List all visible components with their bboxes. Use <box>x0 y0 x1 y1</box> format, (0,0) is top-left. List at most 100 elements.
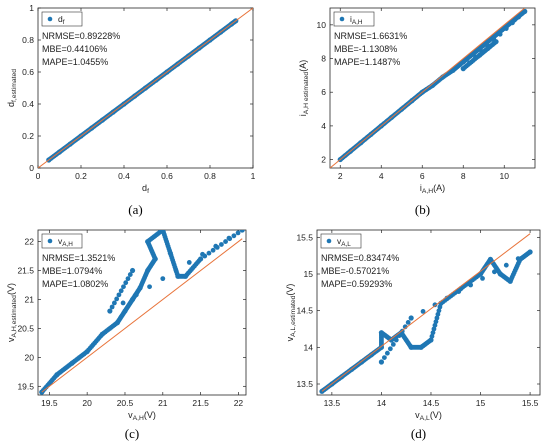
reference-line <box>321 233 531 392</box>
legend-label: vA,L <box>337 236 351 248</box>
data-point-trail <box>226 235 232 241</box>
legend-box <box>41 233 83 249</box>
y-tick-label: 4 <box>321 121 326 131</box>
data-point-trail <box>516 14 521 20</box>
data-point-trail <box>114 296 120 302</box>
stat-text: MBE=1.0794% <box>42 266 102 276</box>
data-point-trail <box>420 309 426 314</box>
x-tick-label: 22 <box>234 398 244 408</box>
y-tick-label: 0.4 <box>22 99 34 109</box>
y-axis-label: df,estimated <box>6 69 18 107</box>
reference-line <box>330 8 526 168</box>
data-point-trail <box>393 337 399 343</box>
chart-a: 0 0.2 0.4 0.6 0.8 1 0 0.2 0.4 0.6 0.8 1 df NRMSE=0.89… <box>6 3 256 217</box>
data-point-trail <box>387 346 393 352</box>
x-tick-label: 0.4 <box>118 171 130 181</box>
reference-line <box>41 238 243 393</box>
legend-label: df <box>58 14 65 26</box>
y-tick-label: 15.5 <box>296 232 313 242</box>
data-point-trail <box>434 315 440 321</box>
x-axis-label: iA,H(A) <box>420 183 445 195</box>
data-point-trail <box>147 284 152 290</box>
data-point-trail <box>235 230 241 236</box>
stat-text: MBE=-1.1308% <box>334 44 397 54</box>
data-point-trail <box>210 247 216 253</box>
y-tick-label: 22 <box>25 237 35 247</box>
plot-marks <box>319 233 533 394</box>
stat-text: NRMSE=0.89228% <box>42 31 120 41</box>
x-tick-label: 10 <box>500 171 510 181</box>
data-point-trail <box>433 319 439 325</box>
stat-text: NRMSE=1.3521% <box>42 253 115 263</box>
data-point <box>239 230 245 233</box>
x-tick-label: 20.5 <box>117 398 134 408</box>
y-tick-label: 1 <box>29 3 34 13</box>
y-tick-label: 10 <box>317 20 327 30</box>
data-point <box>408 315 414 321</box>
data-point-trail <box>515 256 521 261</box>
y-tick-label: 0.2 <box>22 131 34 141</box>
x-tick-label: 14 <box>377 398 387 408</box>
data-point-trail <box>123 280 129 286</box>
y-tick-label: 0 <box>29 163 34 173</box>
y-tick-label: 15 <box>304 269 314 279</box>
stat-text: NRMSE=0.83474% <box>321 253 399 263</box>
x-axis-label: vA,H(V) <box>128 410 156 422</box>
data-point-trail <box>200 251 205 257</box>
y-tick-label: 14.5 <box>296 306 313 316</box>
data-point-trail <box>219 242 224 247</box>
y-tick-label: 21.5 <box>17 266 34 276</box>
x-tick-label: 15 <box>476 398 486 408</box>
x-axis-label: vA,L(V) <box>415 410 442 422</box>
y-axis-label: vA,L,estimated(V) <box>285 284 297 342</box>
chart-b: 2 4 6 8 10 2 4 6 8 10 iA,H NRMSE=1.6631% MBE=-1.1308… <box>298 7 536 217</box>
data-point-trail <box>231 233 237 239</box>
data-point-trail <box>120 300 126 306</box>
x-tick-label: 15.5 <box>522 398 539 408</box>
data-point-trail <box>381 355 387 360</box>
data-point-trail <box>405 320 411 325</box>
subfigure-caption: (a) <box>128 202 142 217</box>
legend-box <box>41 11 83 27</box>
plot-area <box>37 229 247 396</box>
data-point-trail <box>390 342 396 347</box>
y-tick-label: 6 <box>321 87 326 97</box>
x-tick-label: 20 <box>82 398 92 408</box>
data-point-trail <box>492 269 497 275</box>
data-point-trail <box>121 284 126 290</box>
data-point-trail <box>436 308 442 314</box>
data-point-trail <box>223 239 228 244</box>
x-tick-label: 0.6 <box>161 171 173 181</box>
reference-line <box>38 8 253 168</box>
data-point-trail <box>125 276 131 282</box>
x-tick-label: 0.2 <box>75 171 87 181</box>
data-point-trail <box>444 295 450 301</box>
legend-box <box>333 11 375 27</box>
x-tick-label: 4 <box>379 171 384 181</box>
data-point-trail <box>480 276 485 281</box>
stat-text: NRMSE=1.6631% <box>334 31 407 41</box>
data-point <box>378 359 385 365</box>
data-point-trail <box>432 302 438 308</box>
plot-marks <box>39 230 245 395</box>
data-point-trail <box>431 326 437 332</box>
data-point-trail <box>429 333 435 339</box>
data-point-trail <box>430 330 436 336</box>
data-point-trail <box>186 260 192 265</box>
data-point-trail <box>503 262 509 268</box>
x-tick-label: 21.5 <box>192 398 209 408</box>
x-tick-label: 2 <box>338 171 343 181</box>
y-axis-label: iA,H estimated(A) <box>298 60 310 116</box>
y-tick-label: 2 <box>321 155 326 165</box>
x-tick-label: 1 <box>251 171 256 181</box>
data-point <box>129 267 136 274</box>
data-point-trail <box>160 276 166 282</box>
x-tick-label: 14.5 <box>423 398 440 408</box>
y-tick-label: 21 <box>25 294 35 304</box>
subfigure-caption: (b) <box>415 202 430 217</box>
x-tick-label: 8 <box>461 171 466 181</box>
data-point <box>493 39 499 45</box>
data-point-trail <box>206 250 212 256</box>
data-point-trail <box>503 26 509 31</box>
